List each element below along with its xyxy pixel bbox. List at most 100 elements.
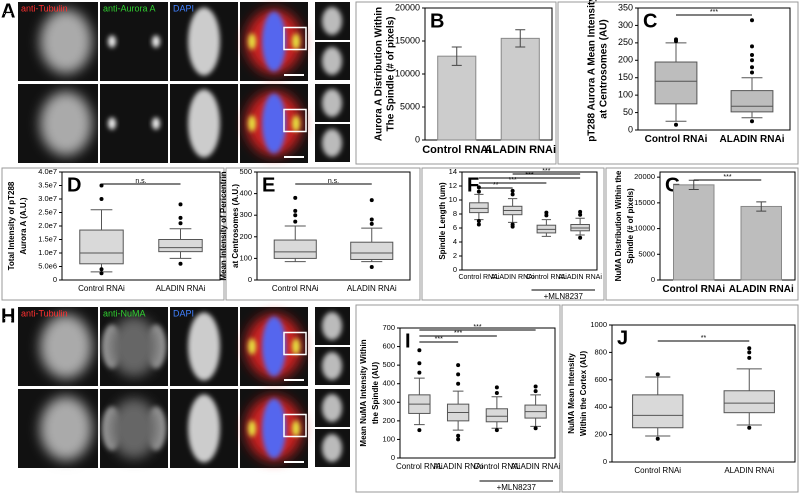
y-tick-label: 3.5e7 <box>38 180 57 189</box>
y-tick-label: 10 <box>449 195 457 204</box>
outlier <box>494 391 499 395</box>
outlier <box>750 70 754 75</box>
whisker-low <box>530 418 541 427</box>
y-tick-label: 700 <box>382 323 395 332</box>
error-bar <box>515 29 526 48</box>
spindle-signal <box>40 9 92 74</box>
significance-label: *** <box>435 336 443 343</box>
box <box>654 61 698 105</box>
outlier <box>674 39 678 44</box>
y-tick-label: 1000 <box>590 320 607 329</box>
y-tick-label: 350 <box>618 2 633 12</box>
outlier <box>456 381 461 386</box>
outlier <box>99 197 104 201</box>
y-tick-label: 14 <box>449 167 457 176</box>
group-label: +MLN8237 <box>497 483 537 492</box>
spindle-signal <box>110 316 158 377</box>
y-axis-label: Aurora A (A.U.) <box>19 197 28 255</box>
outlier <box>533 384 538 389</box>
x-tick-label: ALADIN RNAi <box>719 134 785 145</box>
significance-label: *** <box>509 177 517 184</box>
outlier <box>544 213 549 218</box>
spindle-signal <box>40 91 92 156</box>
y-axis-label: Total Intensity of pT288 <box>7 181 16 270</box>
y-tick-label: 6 <box>453 223 457 232</box>
whisker-low <box>491 421 503 429</box>
spindle-signal <box>40 314 92 379</box>
y-axis-label: at Centrosomes (AU) <box>599 19 610 118</box>
y-tick-label: 15000 <box>634 198 655 207</box>
x-tick-label: Control RNAi <box>78 284 125 293</box>
zoom-box <box>283 331 307 356</box>
chromosome-signal <box>188 89 220 158</box>
whisker-high <box>491 396 503 409</box>
panel-letter: B <box>430 10 444 32</box>
error-bar <box>451 46 462 66</box>
whisker-high <box>575 217 585 225</box>
y-axis-label: the Spindle (AU) <box>371 362 380 425</box>
outlier <box>747 346 752 351</box>
whisker-high <box>741 77 763 91</box>
whisker-low <box>736 412 762 426</box>
merge-green <box>292 115 300 132</box>
y-axis-label: NuMA Distribution Within the <box>614 170 623 281</box>
y-axis-label: pT288 Aurora A Mean Intensity <box>587 0 598 142</box>
zoom-box <box>283 26 307 51</box>
y-axis-label: The Spindle (# of pixels) <box>386 16 397 131</box>
y-tick-label: 1.0e7 <box>38 248 57 257</box>
outlier <box>476 185 481 190</box>
whisker-high <box>736 368 762 391</box>
merge-blue <box>262 398 286 459</box>
outlier <box>99 271 104 276</box>
inset-signal <box>322 89 342 117</box>
plot-frame <box>424 7 553 141</box>
channel-label: DAPI <box>173 308 194 318</box>
y-tick-label: 600 <box>382 342 395 351</box>
panel-frame <box>225 167 421 301</box>
x-tick-label: ALADIN RNAi <box>433 462 484 471</box>
panel-letter: E <box>262 174 275 196</box>
whisker-high <box>284 225 306 241</box>
whisker-high <box>169 228 192 240</box>
panel-letter: C <box>643 10 657 32</box>
outlier <box>494 428 499 433</box>
whisker-low <box>169 251 192 259</box>
error-bar <box>756 201 767 212</box>
outlier <box>417 348 422 353</box>
panel-frame <box>421 167 605 301</box>
outlier <box>655 436 660 441</box>
y-tick-label: 0 <box>651 275 655 284</box>
y-tick-label: 100 <box>618 90 633 100</box>
plot-frame <box>399 327 556 459</box>
outlier <box>456 372 461 377</box>
box <box>632 394 684 429</box>
whisker-low <box>645 427 671 437</box>
y-tick-label: 0 <box>628 124 633 134</box>
panel-letter: H <box>1 305 15 327</box>
y-tick-label: 20000 <box>634 172 655 181</box>
channel-label: anti-Tubulin <box>21 3 68 13</box>
y-tick-label: 300 <box>239 210 252 219</box>
y-tick-label: 8 <box>453 209 457 218</box>
outlier <box>476 219 481 223</box>
inset-signal <box>322 394 342 422</box>
pole-signal <box>152 117 160 130</box>
channel-label: anti-Tubulin <box>21 308 68 318</box>
x-tick-label: Control RNAi <box>396 462 443 471</box>
bar <box>437 55 477 141</box>
y-axis-label: Mean NuMA Intensity Within <box>359 339 368 446</box>
merge-green <box>248 338 256 355</box>
merge-green <box>248 33 256 50</box>
outlier <box>750 18 754 23</box>
outlier <box>476 222 481 227</box>
outlier <box>178 202 183 207</box>
significance-label: *** <box>473 324 481 331</box>
outlier <box>178 221 183 226</box>
outlier <box>578 209 583 214</box>
inset-signal <box>322 47 342 75</box>
row-label: ALADIN RNAi <box>4 397 15 459</box>
significance-label: *** <box>454 330 462 337</box>
y-tick-label: 100 <box>382 434 395 443</box>
y-tick-label: 0 <box>53 275 57 284</box>
